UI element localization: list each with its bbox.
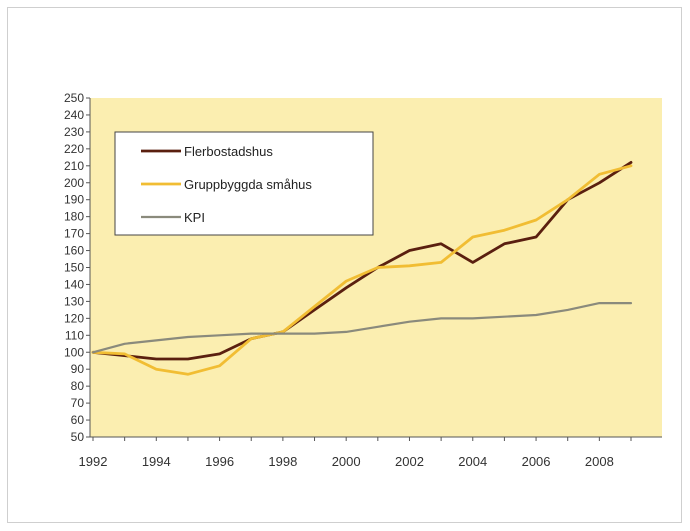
series-line-gruppbyggda-sm-hus <box>91 164 633 376</box>
series-line-flerbostadshus <box>91 160 633 361</box>
y-tick-label: 110 <box>65 328 84 342</box>
y-tick-label: 240 <box>64 108 84 122</box>
series-lines <box>91 160 633 376</box>
y-axis: 50 60 70 80 90 100 110 120 130 140 150 160 170 180 190… <box>64 91 91 444</box>
legend-label: Gruppbyggda småhus <box>184 177 312 192</box>
x-tick-label: 1992 <box>79 454 108 469</box>
x-tick-label: 2000 <box>332 454 361 469</box>
y-tick-label: 130 <box>64 294 84 308</box>
y-tick-label: 120 <box>64 311 84 325</box>
y-tick-label: 100 <box>64 345 84 359</box>
x-tick-label: 1998 <box>268 454 297 469</box>
y-tick-label: 80 <box>71 379 85 393</box>
x-axis: 1992 1994 1996 1998 2000 2002 2004 2006 2008 <box>79 436 662 469</box>
y-tick-label: 210 <box>64 159 84 173</box>
y-tick-label: 150 <box>64 261 84 275</box>
y-tick-label: 90 <box>71 362 85 376</box>
series-line-kpi <box>91 302 633 354</box>
y-tick-label: 160 <box>64 244 84 258</box>
y-tick-label: 220 <box>64 142 84 156</box>
y-tick-label: 60 <box>71 413 85 427</box>
y-tick-label: 250 <box>64 91 84 105</box>
y-tick-label: 170 <box>64 227 84 241</box>
x-tick-label: 2002 <box>395 454 424 469</box>
y-tick-label: 140 <box>64 277 84 291</box>
x-tick-label: 1994 <box>142 454 171 469</box>
x-tick-label: 1996 <box>205 454 234 469</box>
legend-label: Flerbostadshus <box>184 144 273 159</box>
y-tick-label: 230 <box>64 125 84 139</box>
y-tick-label: 200 <box>64 176 84 190</box>
legend-label: KPI <box>184 210 205 225</box>
legend: Flerbostadshus Gruppbyggda småhus KPI <box>114 131 374 236</box>
x-tick-label: 2008 <box>585 454 614 469</box>
y-tick-label: 190 <box>64 193 84 207</box>
x-tick-label: 2004 <box>458 454 487 469</box>
y-tick-label: 180 <box>64 210 84 224</box>
y-tick-label: 70 <box>71 396 85 410</box>
y-tick-label: 50 <box>71 430 85 444</box>
x-tick-label: 2006 <box>522 454 551 469</box>
